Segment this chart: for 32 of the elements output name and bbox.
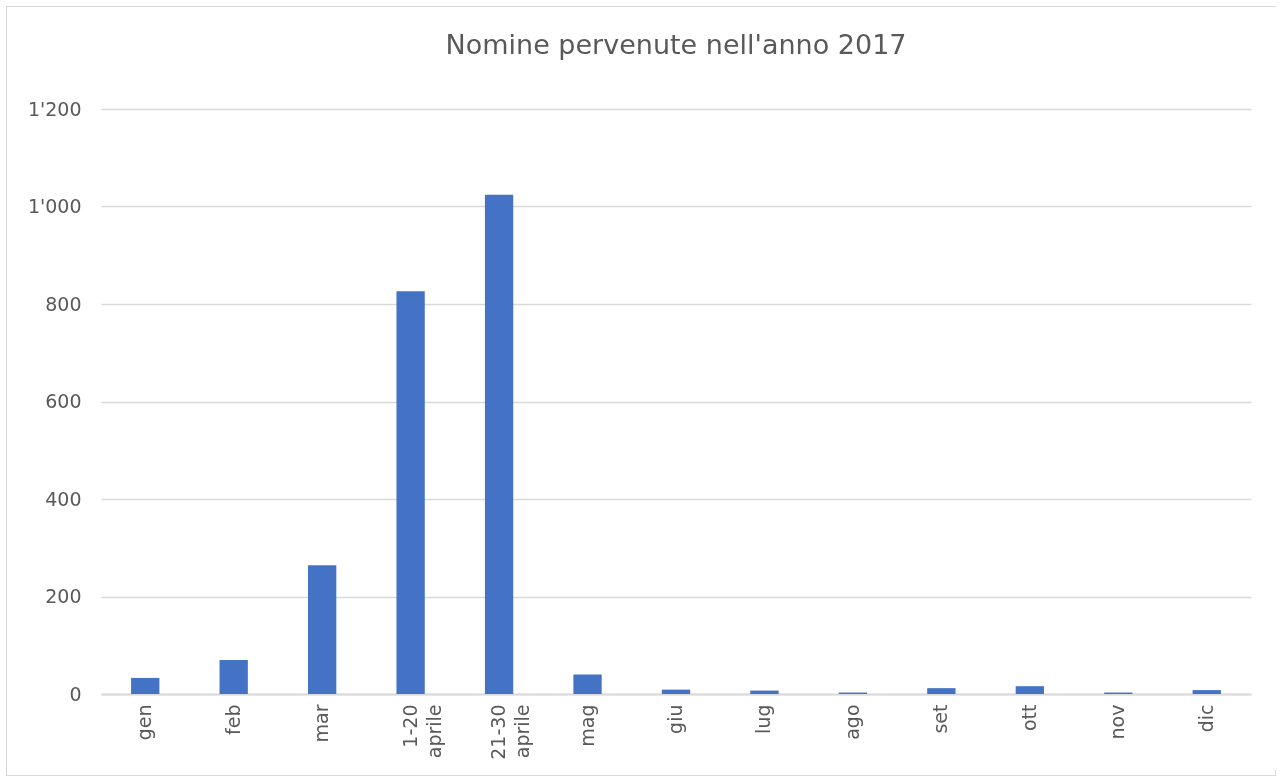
bar bbox=[308, 565, 337, 694]
bar bbox=[661, 689, 691, 694]
x-tick-label: feb bbox=[221, 704, 244, 735]
y-tick-label: 0 bbox=[69, 682, 82, 705]
y-tick-label: 1'200 bbox=[27, 97, 82, 120]
y-tick-label: 800 bbox=[45, 292, 82, 315]
x-tick-label: mar bbox=[310, 704, 333, 743]
x-tick-label: gen bbox=[133, 704, 156, 741]
x-tick-label: dic bbox=[1194, 704, 1217, 733]
y-tick-label: 600 bbox=[45, 390, 82, 412]
x-tick-label: ago bbox=[840, 704, 863, 740]
x-tick-label: ott bbox=[1017, 704, 1040, 732]
bar bbox=[219, 659, 248, 694]
bar bbox=[484, 194, 514, 694]
bar bbox=[1192, 690, 1221, 694]
bar bbox=[1015, 686, 1044, 694]
x-tick-label: 1-20 aprile bbox=[398, 704, 445, 759]
y-tick-label: 400 bbox=[45, 487, 82, 510]
bar bbox=[573, 674, 602, 694]
x-tick-label: 21-30 aprile bbox=[487, 704, 534, 760]
bar bbox=[131, 677, 160, 694]
bar bbox=[750, 690, 779, 694]
y-tick-label: 200 bbox=[45, 585, 82, 607]
x-tick-label: mag bbox=[575, 704, 598, 747]
x-tick-label: lug bbox=[752, 704, 775, 734]
bar bbox=[396, 291, 425, 694]
x-tick-label: set bbox=[929, 704, 952, 734]
x-tick-label: nov bbox=[1106, 704, 1129, 740]
y-tick-label: 1'000 bbox=[27, 195, 82, 217]
x-tick-label: giu bbox=[664, 704, 686, 734]
bar bbox=[927, 688, 956, 694]
chart-title: Nomine pervenute nell'anno 2017 bbox=[445, 29, 907, 60]
